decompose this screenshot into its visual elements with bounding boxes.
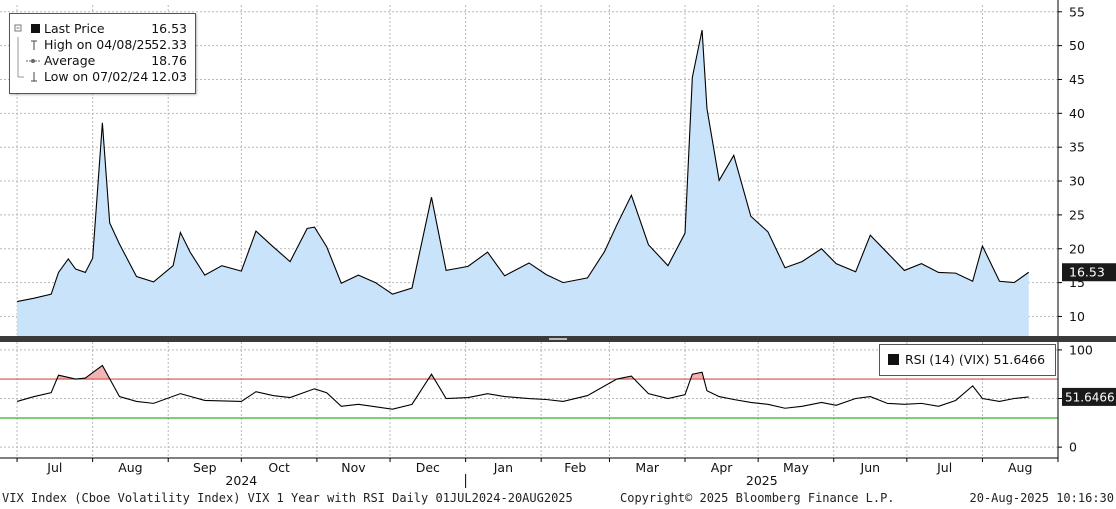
x-tick-label: Dec <box>416 460 440 475</box>
legend-row-last-price: Last Price 16.53 <box>14 21 191 37</box>
footer-timestamp: 20-Aug-2025 10:16:30 <box>969 491 1115 505</box>
price-tick-label: 10 <box>1069 309 1085 324</box>
collapse-icon[interactable] <box>14 21 40 37</box>
x-axis: Jul Aug Sep Oct Nov Dec Jan Feb Mar Apr May Jun Jul A… <box>0 457 1059 488</box>
high-marker-icon <box>14 37 40 53</box>
last-rsi-label: 51.6466 <box>1065 390 1115 404</box>
legend-row-low: Low on 07/02/24 12.03 <box>14 69 191 85</box>
rsi-legend-swatch <box>888 354 899 365</box>
year-label: 2024 <box>225 473 257 488</box>
x-tick-label: Jun <box>860 460 881 475</box>
price-tick-label: 35 <box>1069 140 1085 155</box>
footer-copyright: Copyright© 2025 Bloomberg Finance L.P. <box>620 491 895 505</box>
price-tick-label: 40 <box>1069 106 1085 121</box>
rsi-plot <box>0 364 1058 419</box>
last-price-label: 16.53 <box>1069 265 1105 280</box>
legend-label: Low on 07/02/24 <box>44 69 149 84</box>
price-grid <box>0 5 1059 336</box>
x-tick-label: Oct <box>268 460 290 475</box>
price-tick-label: 45 <box>1069 72 1085 87</box>
year-label: 2025 <box>746 473 778 488</box>
price-tick-label: 55 <box>1069 4 1085 19</box>
last-rsi-tag <box>1062 387 1116 406</box>
legend-row-high: High on 04/08/25 52.33 <box>14 37 191 53</box>
x-tick-label: Aug <box>1008 460 1032 475</box>
legend-value: 52.33 <box>151 37 187 52</box>
panel-divider <box>0 336 1116 342</box>
price-legend: Last Price 16.53 High on 04/08/25 52.33 … <box>9 13 196 94</box>
legend-row-average: Average 18.76 <box>14 53 191 69</box>
price-tick-label: 50 <box>1069 38 1085 53</box>
x-tick-label: May <box>783 460 809 475</box>
x-tick-label: Jan <box>493 460 513 475</box>
legend-value: 16.53 <box>151 21 187 36</box>
x-tick-label: Mar <box>635 460 659 475</box>
x-tick-label: Aug <box>118 460 142 475</box>
rsi-legend: RSI (14) (VIX) 51.6466 <box>879 344 1056 376</box>
price-plot <box>16 29 1030 336</box>
x-tick-label: Nov <box>341 460 366 475</box>
low-marker-icon <box>14 69 40 85</box>
legend-value: 18.76 <box>151 53 187 68</box>
x-tick-label: Jul <box>936 460 952 475</box>
average-marker-icon <box>14 53 40 69</box>
price-tick-label: 20 <box>1069 241 1085 256</box>
divider-handle[interactable] <box>549 338 567 340</box>
x-tick-label: Feb <box>564 460 586 475</box>
x-tick-label: Apr <box>711 460 733 475</box>
rsi-line <box>16 364 1029 410</box>
legend-label: High on 04/08/25 <box>44 37 153 52</box>
last-price-tag <box>1062 263 1116 282</box>
x-tick-label: Sep <box>193 460 217 475</box>
rsi-tick-label: 0 <box>1069 440 1077 455</box>
rsi-tick-label: 100 <box>1069 342 1093 357</box>
rsi-legend-label: RSI (14) (VIX) 51.6466 <box>905 352 1046 367</box>
legend-label: Last Price <box>44 21 105 36</box>
price-tick-label: 25 <box>1069 207 1085 222</box>
price-area <box>17 30 1029 336</box>
rsi-y-axis: 05010051.6466 <box>1057 342 1116 458</box>
price-tick-label: 30 <box>1069 174 1085 189</box>
price-line <box>16 29 1030 303</box>
footer-description: VIX Index (Cboe Volatility Index) VIX 1 … <box>2 491 573 505</box>
x-tick-label: Jul <box>46 460 62 475</box>
legend-label: Average <box>44 53 96 68</box>
legend-value: 12.03 <box>151 69 187 84</box>
